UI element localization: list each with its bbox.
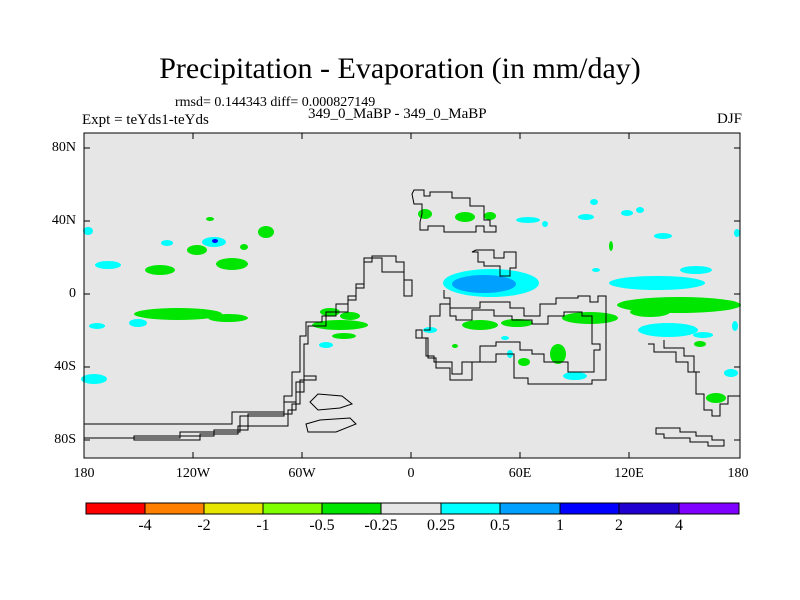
colorbar-box-0 — [85, 502, 146, 515]
lon-label-60w: 60W — [288, 466, 316, 481]
lon-label-120w: 120W — [175, 466, 211, 481]
colorbar-box-3 — [262, 502, 323, 515]
stats-text: rmsd= 0.144343 diff= 0.000827149 — [175, 95, 376, 110]
lon-label-60e: 60E — [508, 466, 532, 481]
colorbar-box-7 — [499, 502, 561, 515]
season-label: DJF — [716, 111, 742, 127]
colorbar-box-9 — [618, 502, 680, 515]
lat-label-eq: 0 — [69, 286, 76, 301]
colorbar-label: 0.25 — [427, 517, 455, 534]
strong-positive-region — [212, 239, 218, 243]
continent-outlines — [83, 189, 740, 447]
colorbar-box-6 — [440, 502, 501, 515]
colorbar-label: -2 — [197, 517, 211, 534]
lon-label-0: 0 — [407, 466, 415, 481]
map-title: Precipitation - Evaporation (in mm/day) — [159, 52, 641, 85]
colorbar-box-2 — [203, 502, 264, 515]
negative-anomaly-regions — [134, 209, 741, 403]
colorbar-label: -0.5 — [309, 517, 335, 534]
lat-label-40s: 40S — [54, 359, 76, 374]
colorbar-box-10 — [678, 502, 740, 515]
colorbar-label: 2 — [615, 517, 623, 534]
colorbar-label: 4 — [675, 517, 683, 534]
lat-label-80n: 80N — [51, 140, 76, 155]
colorbar-label: -4 — [138, 517, 152, 534]
colorbar-label: 0.5 — [490, 517, 510, 534]
experiment-label: Expt = teYds1-teYds — [82, 112, 209, 128]
map-frame — [83, 132, 741, 459]
colorbar-box-5 — [380, 502, 442, 515]
lon-label-180w: 180 — [73, 466, 95, 481]
colorbar — [85, 502, 740, 515]
colorbar-box-1 — [144, 502, 205, 515]
case-label: 349_0_MaBP - 349_0_MaBP — [308, 106, 487, 122]
lon-label-180e: 180 — [727, 466, 749, 481]
colorbar-box-8 — [559, 502, 620, 515]
lat-label-40n: 40N — [51, 213, 76, 228]
moderate-positive-region — [452, 275, 516, 293]
colorbar-label: 1 — [556, 517, 564, 534]
axis-ticks — [84, 133, 740, 458]
lat-label-80s: 80S — [54, 432, 76, 447]
lon-label-120e: 120E — [614, 466, 644, 481]
colorbar-label: -0.25 — [364, 517, 398, 534]
colorbar-box-4 — [321, 502, 382, 515]
colorbar-label: -1 — [256, 517, 270, 534]
